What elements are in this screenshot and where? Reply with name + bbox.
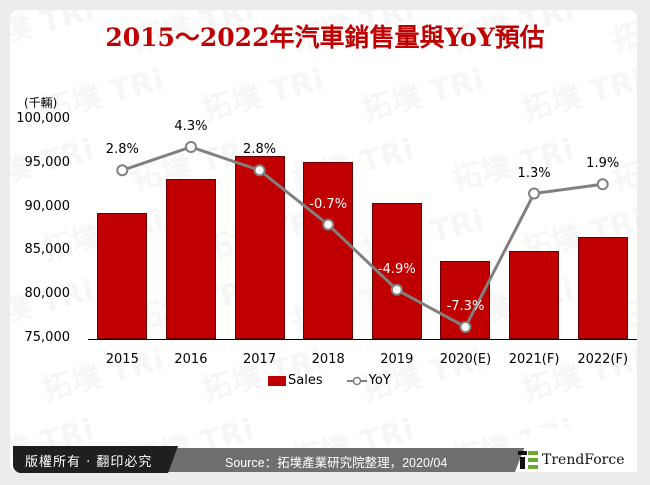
y-tick-label: 80,000 [24,286,71,302]
x-tick-label: 2021(F) [508,352,560,367]
chart-title: 2015～2022年汽車銷售量與YoY預估 [105,23,545,52]
logo-area [515,428,637,472]
yoy-line [121,145,603,330]
yoy-data-label: 2.8% [243,142,277,158]
yoy-data-label: -7.3% [446,299,485,314]
y-tick-label: 95,000 [24,154,71,170]
x-tick-label: 2019 [380,352,414,367]
chart-legend: Sales YoY [268,373,391,388]
yoy-data-label: 1.9% [586,156,620,172]
yoy-legend-marker-icon [346,376,367,385]
bar-sales-2020(E) [440,261,491,339]
y-axis-unit-label: (千輛) [24,96,58,110]
y-tick-label: 75,000 [24,330,71,345]
source-text: Source：拓墣產業研究院整理，2020/04 [225,456,448,470]
yoy-data-label: 1.3% [517,165,551,181]
x-tick-label: 2018 [311,352,345,367]
x-tick-label: 2022(F) [577,352,629,367]
bar-sales-2016 [165,178,216,339]
legend-yoy-label: YoY [368,373,391,388]
y-tick-label: 85,000 [24,242,71,258]
trendforce-logo-icon [518,451,538,469]
x-tick-label: 2016 [174,352,208,367]
yoy-marker [390,283,403,296]
x-tick-label: 2020(E) [439,352,492,367]
y-tick-label: 100,000 [16,111,70,126]
yoy-marker [116,164,129,177]
x-tick-label: 2015 [105,352,139,367]
source-bar: Source：拓墣產業研究院整理，2020/04 [165,448,565,472]
sales-legend-swatch-icon [268,375,286,386]
yoy-marker [459,321,472,333]
yoy-marker [322,218,335,231]
x-tick-label: 2017 [243,352,277,367]
yoy-data-label: -0.7% [309,196,348,212]
bar-sales-2022(F) [577,237,628,339]
yoy-data-label: -4.9% [377,261,416,277]
bar-sales-2017 [234,155,285,339]
y-tick-label: 90,000 [24,198,71,214]
copyright-text: 版權所有 · 翻印必究 [25,455,153,470]
x-axis-line [88,339,637,340]
bar-sales-2018 [303,162,354,339]
yoy-data-label: 2.8% [105,142,139,158]
trendforce-logo-text: TrendForce [542,452,625,468]
yoy-marker [253,164,266,177]
trendforce-logo: TrendForce [518,451,625,469]
bar-sales-2015 [97,212,148,339]
copyright-bar: 版權所有 · 翻印必究 [13,446,178,473]
yoy-marker [184,141,197,153]
yoy-marker [596,178,609,191]
legend-sales-label: Sales [288,373,323,388]
yoy-data-label: 4.3% [174,119,208,134]
yoy-marker [528,187,541,200]
bar-sales-2021(F) [509,251,560,339]
bar-sales-2019 [371,203,422,339]
